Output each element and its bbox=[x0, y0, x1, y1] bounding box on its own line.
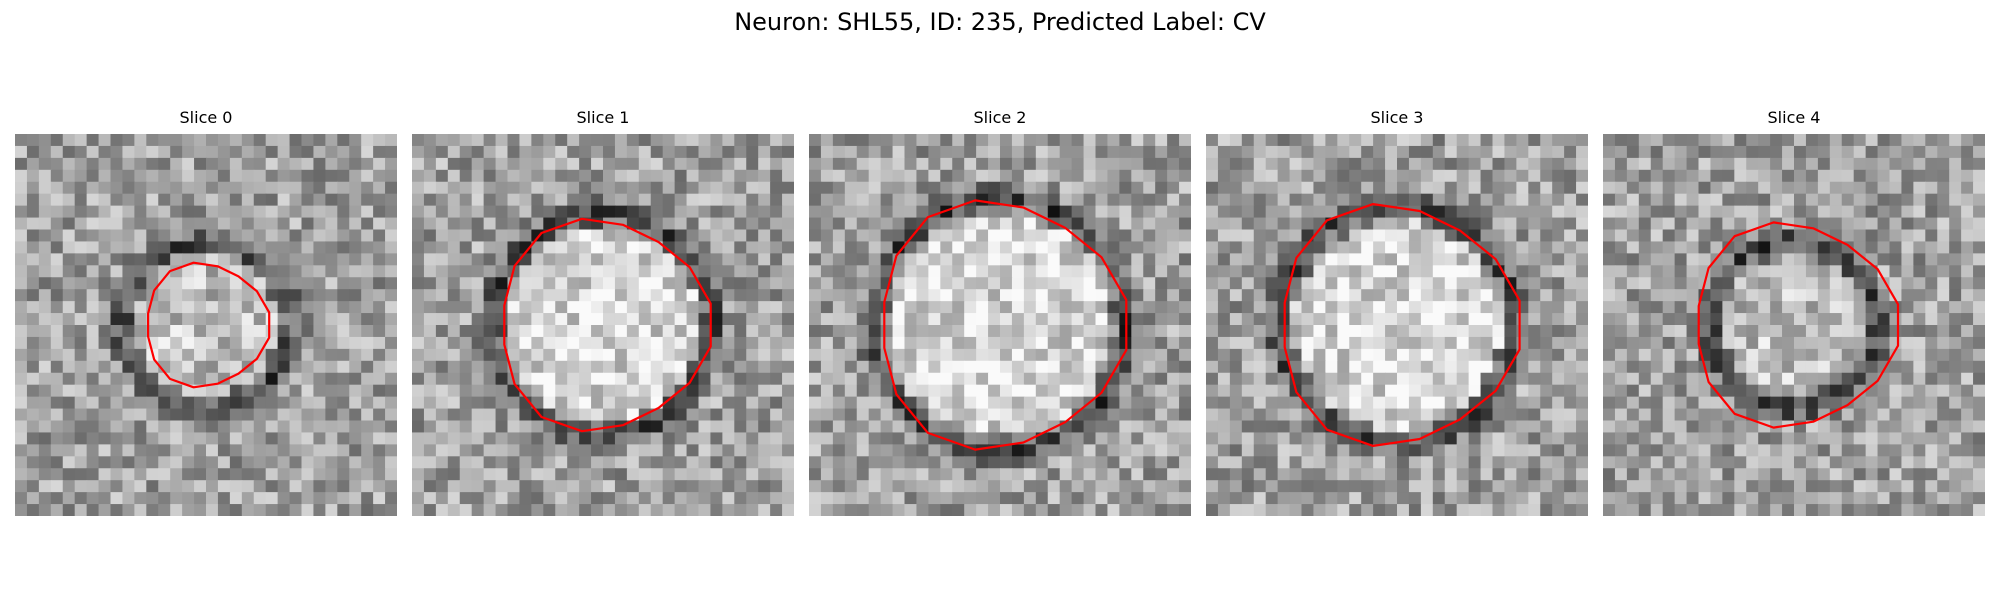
slice-panel-3: Slice 3 bbox=[1206, 107, 1588, 516]
pixel-grid bbox=[412, 134, 794, 516]
slice-title-2: Slice 2 bbox=[973, 108, 1027, 127]
slice-panel-1: Slice 1 bbox=[412, 107, 794, 516]
slice-image-0 bbox=[15, 134, 397, 516]
slice-image-1 bbox=[412, 134, 794, 516]
contour-outline bbox=[1697, 221, 1900, 429]
pixel-grid bbox=[809, 134, 1191, 516]
contour-outline bbox=[883, 199, 1128, 451]
slice-image-3 bbox=[1206, 134, 1588, 516]
slice-title-0: Slice 0 bbox=[179, 108, 233, 127]
pixel-grid bbox=[1206, 134, 1588, 516]
slice-title-1: Slice 1 bbox=[576, 108, 630, 127]
slice-image-2 bbox=[809, 134, 1191, 516]
contour-outline bbox=[503, 217, 712, 433]
slice-panel-4: Slice 4 bbox=[1603, 107, 1985, 516]
slice-image-4 bbox=[1603, 134, 1985, 516]
pixel-grid bbox=[1603, 134, 1985, 516]
contour-outline bbox=[147, 261, 271, 389]
contour-outline bbox=[1283, 202, 1521, 447]
slice-panel-2: Slice 2 bbox=[809, 107, 1191, 516]
slice-title-3: Slice 3 bbox=[1370, 108, 1424, 127]
figure-title: Neuron: SHL55, ID: 235, Predicted Label:… bbox=[734, 8, 1266, 36]
slice-panel-0: Slice 0 bbox=[15, 107, 397, 516]
pixel-grid bbox=[15, 134, 397, 516]
slice-title-4: Slice 4 bbox=[1767, 108, 1821, 127]
